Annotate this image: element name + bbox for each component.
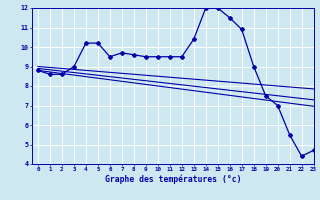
X-axis label: Graphe des températures (°c): Graphe des températures (°c) [105,175,241,184]
